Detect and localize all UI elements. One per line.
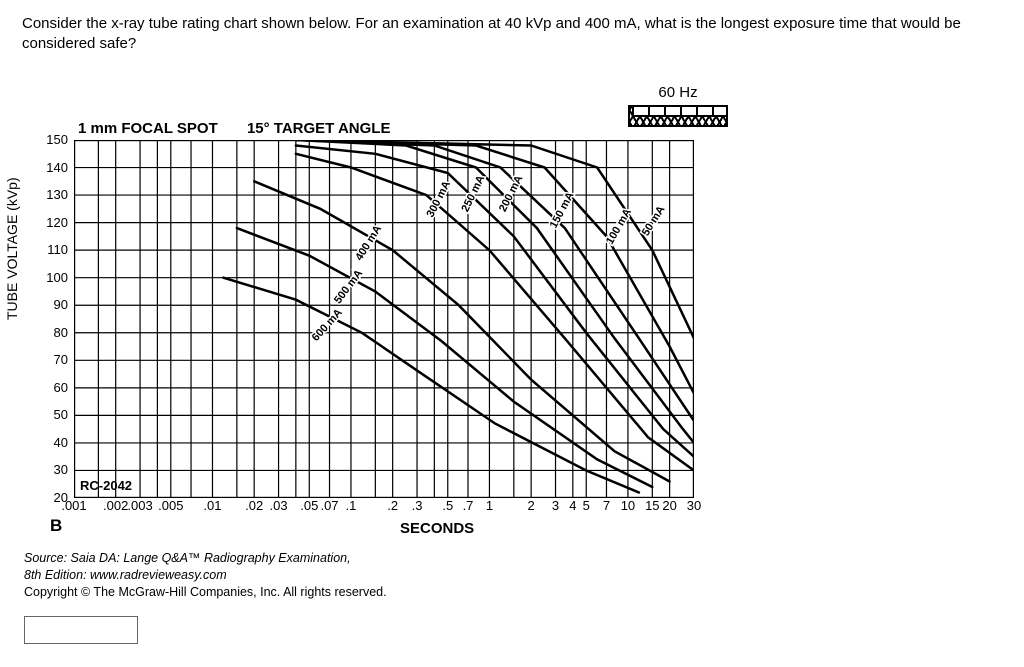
y-tick: 40 [44, 435, 68, 450]
y-tick: 110 [44, 242, 68, 257]
x-tick: 3 [552, 498, 559, 513]
hatch-symbol [628, 105, 728, 127]
x-tick: .3 [412, 498, 423, 513]
answer-input-box[interactable] [24, 616, 138, 644]
source-citation: Source: Saia DA: Lange Q&A™ Radiography … [24, 550, 387, 601]
x-tick: 10 [621, 498, 635, 513]
svg-text:500 mA: 500 mA [332, 268, 365, 307]
x-tick: 5 [583, 498, 590, 513]
y-tick: 140 [44, 160, 68, 175]
x-tick: 7 [603, 498, 610, 513]
x-tick: .07 [320, 498, 338, 513]
x-tick: .02 [245, 498, 263, 513]
x-tick: .01 [203, 498, 221, 513]
x-tick: .1 [346, 498, 357, 513]
svg-text:50 mA: 50 mA [640, 204, 668, 238]
x-tick: .03 [270, 498, 288, 513]
y-tick: 120 [44, 215, 68, 230]
x-tick: 15 [645, 498, 659, 513]
x-tick: 20 [662, 498, 676, 513]
frequency-block: 60 Hz [628, 84, 728, 132]
y-tick: 30 [44, 462, 68, 477]
x-tick: 4 [569, 498, 576, 513]
source-line3: Copyright © The McGraw-Hill Companies, I… [24, 585, 387, 599]
x-tick: .003 [127, 498, 152, 513]
x-tick: .05 [300, 498, 318, 513]
focal-spot-label: 1 mm FOCAL SPOT [78, 120, 218, 137]
subplot-letter: B [50, 516, 62, 536]
source-line2: 8th Edition: www.radrevieweasy.com [24, 568, 227, 582]
y-axis-label: TUBE VOLTAGE (kVp) [4, 177, 20, 320]
x-axis-label: SECONDS [400, 520, 474, 537]
x-tick: .2 [387, 498, 398, 513]
x-tick: .002 [103, 498, 128, 513]
frequency-label: 60 Hz [628, 84, 728, 101]
x-tick: .7 [463, 498, 474, 513]
y-tick: 90 [44, 297, 68, 312]
y-tick: 70 [44, 352, 68, 367]
x-tick: 30 [687, 498, 701, 513]
svg-text:100 mA: 100 mA [604, 207, 634, 247]
y-tick: 50 [44, 407, 68, 422]
y-tick: 100 [44, 270, 68, 285]
rating-chart: 50 mA50 mA100 mA100 mA150 mA150 mA200 mA… [74, 140, 694, 498]
y-tick: 80 [44, 325, 68, 340]
y-tick: 60 [44, 380, 68, 395]
y-tick: 130 [44, 187, 68, 202]
chart-header: 1 mm FOCAL SPOT 15° TARGET ANGLE [78, 120, 390, 137]
target-angle-label: 15° TARGET ANGLE [247, 120, 391, 137]
x-tick: .001 [61, 498, 86, 513]
x-tick: .5 [442, 498, 453, 513]
x-tick: 2 [528, 498, 535, 513]
source-line1: Source: Saia DA: Lange Q&A™ Radiography … [24, 551, 351, 565]
x-tick: .005 [158, 498, 183, 513]
svg-text:600 mA: 600 mA [310, 307, 345, 344]
question-text: Consider the x-ray tube rating chart sho… [22, 14, 1002, 55]
rc-code: RC-2042 [80, 478, 132, 493]
x-tick: 1 [486, 498, 493, 513]
y-tick: 150 [44, 132, 68, 147]
